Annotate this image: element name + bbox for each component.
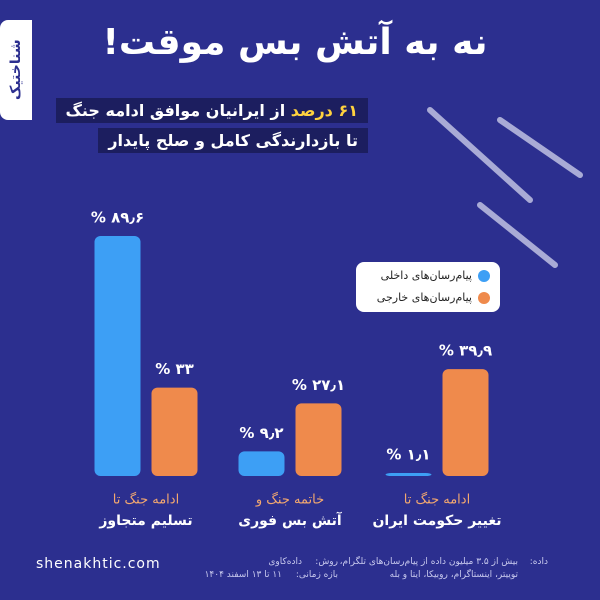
bar bbox=[151, 387, 198, 476]
highlight: ۶۱ درصد bbox=[290, 101, 358, 120]
legend-marker bbox=[478, 292, 490, 304]
value-label: ۱٫۱ % bbox=[386, 446, 430, 464]
title: نه به آتش بس موقت! bbox=[102, 22, 488, 63]
category-label: تغییر حکومت ایران bbox=[372, 513, 501, 529]
value-label: ۲۷٫۱ % bbox=[292, 376, 345, 394]
bar bbox=[385, 473, 432, 476]
note-label: داده: bbox=[529, 557, 548, 567]
category-label: تسلیم متجاوز bbox=[98, 513, 192, 529]
value-label: ۳۹٫۹ % bbox=[439, 342, 492, 360]
subtitle-line: ۶۱ درصد از ایرانیان موافق ادامه جنگ bbox=[55, 98, 368, 123]
missiles bbox=[427, 107, 583, 268]
legend-label: پیام‌رسان‌های خارجی bbox=[377, 291, 472, 304]
legend-marker bbox=[478, 270, 490, 282]
note-label: بازه زمانی: bbox=[295, 570, 338, 580]
value-label: ۳۳ % bbox=[155, 360, 194, 378]
category-label: خاتمه جنگ و bbox=[255, 492, 324, 508]
value-label: ۹٫۲ % bbox=[239, 424, 283, 442]
bar bbox=[295, 403, 342, 476]
bar bbox=[94, 236, 141, 476]
category-label: ادامه جنگ تا bbox=[404, 492, 470, 508]
legend-label: پیام‌رسان‌های داخلی bbox=[381, 269, 472, 282]
category-label: آتش بس فوری bbox=[238, 511, 343, 529]
category-label: ادامه جنگ تا bbox=[113, 492, 179, 508]
subtitle-line: تا بازدارندگی کامل و صلح پایدار bbox=[98, 128, 368, 153]
bar bbox=[238, 451, 285, 476]
note: بیش از ۳.۵ میلیون داده از پیام‌رسان‌های … bbox=[339, 557, 518, 567]
note-label: روش: bbox=[315, 557, 338, 567]
note: ۱۱ تا ۱۳ اسفند ۱۴۰۴ bbox=[204, 570, 282, 580]
website: shenakhtic.com bbox=[36, 556, 161, 572]
note: داده‌کاوی bbox=[268, 557, 302, 567]
note: توییتر، اینستاگرام، روبیکا، ایتا و بله bbox=[389, 570, 518, 580]
subtitle-text: از ایرانیان موافق ادامه جنگ bbox=[65, 101, 286, 120]
legend-box bbox=[356, 262, 500, 312]
value-label: ۸۹٫۶ % bbox=[91, 209, 144, 227]
bar bbox=[442, 369, 489, 476]
